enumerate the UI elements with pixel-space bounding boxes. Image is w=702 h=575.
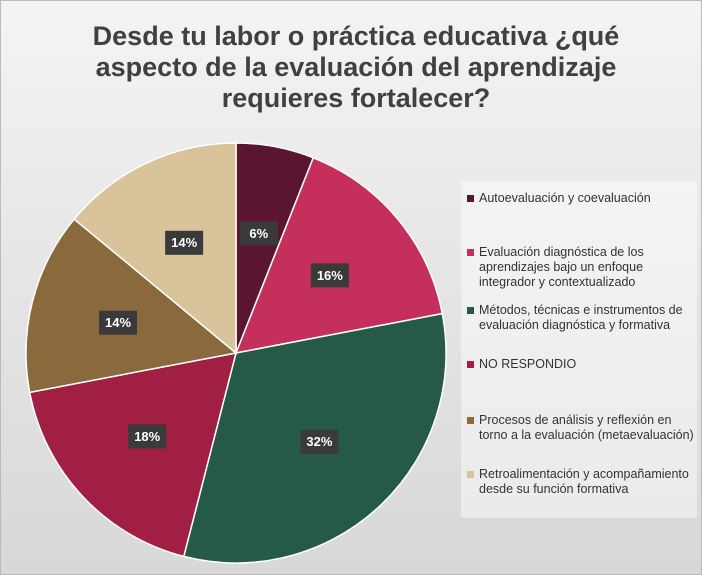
legend-item: Métodos, técnicas e instrumentos de eval…	[467, 303, 695, 333]
data-label: 14%	[105, 315, 131, 330]
legend-item: Retroalimentación y acompañamiento desde…	[467, 467, 695, 497]
legend-swatch	[467, 195, 474, 202]
legend: Autoevaluación y coevaluación Evaluación …	[461, 181, 697, 518]
legend-swatch	[467, 307, 474, 314]
pie-slice	[25, 218, 238, 394]
legend-swatch	[467, 249, 474, 256]
legend-label: Métodos, técnicas e instrumentos de eval…	[479, 303, 683, 332]
data-label-box	[165, 230, 204, 255]
data-label-box	[310, 263, 349, 288]
legend-label: Procesos de análisis y reflexión en torn…	[479, 413, 694, 442]
legend-swatch	[467, 361, 474, 368]
chart-title: Desde tu labor o práctica educativa ¿qué…	[92, 21, 620, 113]
data-label: 16%	[317, 268, 343, 283]
data-label-box	[239, 221, 278, 246]
legend-swatch	[467, 471, 474, 478]
legend-item: NO RESPONDIO	[467, 357, 695, 372]
legend-item: Evaluación diagnóstica de los aprendizaj…	[467, 245, 695, 290]
data-label-box	[99, 310, 138, 335]
legend-item: Procesos de análisis y reflexión en torn…	[467, 413, 695, 443]
data-label: 14%	[171, 235, 197, 250]
data-label: 6%	[249, 226, 268, 241]
legend-item: Autoevaluación y coevaluación	[467, 191, 695, 206]
legend-label: Retroalimentación y acompañamiento desde…	[479, 467, 689, 496]
legend-swatch	[467, 417, 474, 424]
data-label-box	[128, 424, 167, 449]
data-label: 32%	[306, 434, 332, 449]
data-label-box	[300, 429, 339, 454]
pie-slice	[28, 352, 238, 558]
pie-slice	[73, 142, 237, 355]
legend-label: Evaluación diagnóstica de los aprendizaj…	[479, 245, 644, 289]
data-label: 18%	[134, 429, 160, 444]
legend-label: NO RESPONDIO	[479, 357, 577, 371]
legend-label: Autoevaluación y coevaluación	[479, 191, 651, 205]
pie-slice	[234, 156, 444, 354]
